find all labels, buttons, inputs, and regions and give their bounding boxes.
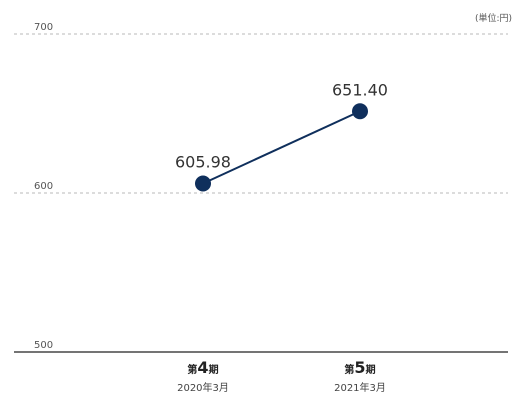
- category-suffix: 期: [366, 363, 376, 376]
- category-date-0: 2020年3月: [177, 381, 229, 394]
- series-line-0: [202, 110, 361, 185]
- category-date-1: 2021年3月: [334, 381, 386, 394]
- grid-layer: 500 600 700: [14, 22, 508, 353]
- series-layer: 605.98 651.40: [175, 80, 388, 192]
- category-number: 4: [197, 358, 208, 377]
- category-prefix: 第: [187, 363, 197, 376]
- category-prefix: 第: [344, 363, 354, 376]
- y-tick-label-700: 700: [34, 22, 53, 33]
- data-point-1: [352, 103, 368, 120]
- data-label-1: 651.40: [332, 80, 388, 99]
- y-tick-label-600: 600: [34, 181, 53, 192]
- data-point-0: [195, 175, 211, 192]
- y-tick-label-500: 500: [34, 340, 53, 351]
- data-label-0: 605.98: [175, 152, 231, 171]
- category-period-1: 第5期: [344, 358, 375, 377]
- unit-note: (単位:円): [475, 12, 512, 24]
- category-suffix: 期: [209, 363, 219, 376]
- category-period-0: 第4期: [187, 358, 218, 377]
- category-number: 5: [354, 358, 365, 377]
